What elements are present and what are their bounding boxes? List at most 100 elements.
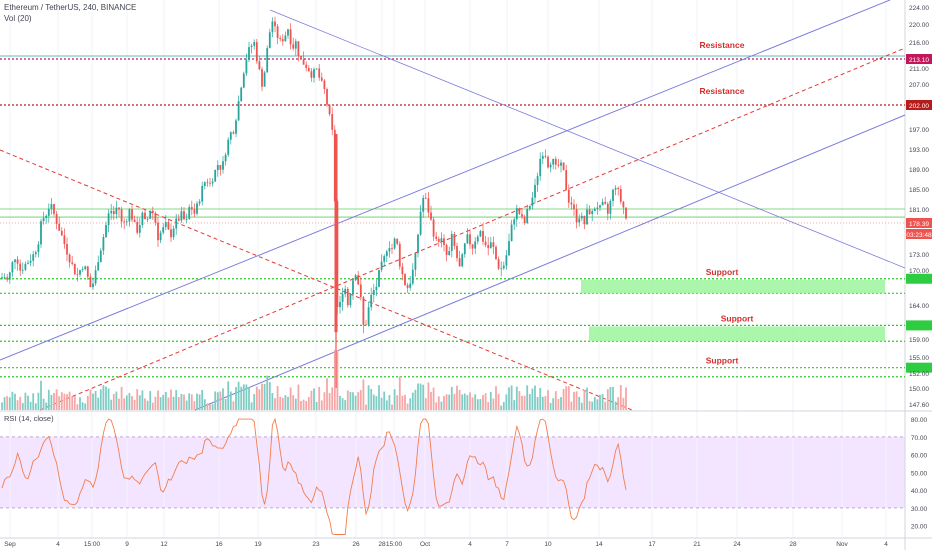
- candle-body: [240, 87, 243, 102]
- candle-body: [539, 158, 542, 177]
- volume-bar: [73, 396, 76, 410]
- candle-body: [323, 80, 326, 90]
- volume-bar: [120, 386, 123, 410]
- candle-body: [183, 211, 185, 220]
- candle-body: [625, 207, 627, 219]
- candle-body: [68, 254, 71, 263]
- resistance-label: Resistance: [700, 40, 745, 50]
- candle-body: [1, 277, 3, 279]
- candle-body: [19, 263, 22, 271]
- price-axis-tick: 216.00: [909, 40, 929, 47]
- volume-bar: [596, 399, 599, 410]
- candle-body: [175, 218, 178, 229]
- volume-bar: [209, 404, 211, 410]
- volume-bar: [203, 399, 206, 410]
- price-axis-tick: 173.00: [909, 252, 929, 259]
- candle-body: [315, 68, 318, 70]
- candle-body: [222, 161, 224, 170]
- trend-line-dashed-ascending: [39, 47, 906, 411]
- volume-bar: [196, 393, 198, 410]
- volume-bar: [450, 387, 453, 410]
- volume-bar: [320, 400, 323, 410]
- candle-body: [294, 41, 297, 49]
- candle-body: [591, 211, 594, 215]
- candle-body: [99, 250, 102, 263]
- candle-body: [552, 158, 555, 165]
- candle-body: [357, 275, 360, 285]
- resistance-axis-marker: [906, 100, 932, 110]
- candle-body: [159, 232, 162, 241]
- volume-bar: [180, 393, 183, 410]
- volume-bar: [606, 389, 609, 410]
- candle-body: [406, 285, 409, 288]
- volume-bar: [279, 396, 282, 410]
- candle-body: [456, 245, 458, 259]
- rsi-legend[interactable]: RSI (14, close): [4, 414, 54, 423]
- candle-body: [534, 184, 536, 198]
- time-axis-tick: 4: [56, 541, 60, 548]
- volume-bar: [510, 385, 513, 410]
- candle-body: [401, 266, 404, 275]
- candle-body: [495, 246, 497, 260]
- time-axis-tick: 21: [693, 541, 701, 548]
- candle-body: [510, 224, 513, 242]
- price-axis-tick: 193.00: [909, 147, 929, 154]
- candle-body: [86, 266, 89, 277]
- candle-body: [297, 41, 300, 56]
- rsi-band-fill: [0, 436, 905, 508]
- symbol-title[interactable]: Ethereum / TetherUS, 240, BINANCE: [4, 3, 137, 12]
- support-axis-marker: [906, 320, 932, 331]
- price-axis-tick: 207.00: [909, 82, 929, 89]
- candle-body: [359, 284, 362, 298]
- price-axis-tick: 220.00: [909, 22, 929, 29]
- volume-bar: [105, 386, 107, 410]
- volume-bar: [29, 401, 32, 410]
- volume-bar: [268, 382, 271, 410]
- price-axis-tick: 159.00: [909, 337, 929, 344]
- volume-bar: [175, 390, 178, 410]
- volume-bar: [528, 394, 531, 410]
- volume-bar: [362, 379, 365, 410]
- candle-body: [466, 234, 469, 244]
- volume-bar: [552, 398, 555, 410]
- candle-body: [484, 241, 487, 246]
- volume-bar: [523, 395, 526, 410]
- candle-body: [279, 38, 282, 40]
- volume-legend[interactable]: Vol (20): [4, 14, 32, 23]
- candle-body: [245, 59, 248, 74]
- candle-body: [84, 266, 87, 270]
- volume-bar: [567, 386, 570, 410]
- rsi-axis-tick: 20.00: [911, 524, 928, 531]
- volume-bar: [164, 392, 167, 410]
- volume-bar: [359, 390, 362, 410]
- candle-body: [224, 154, 227, 162]
- price-axis-tick: 150.00: [909, 386, 929, 393]
- volume-bar: [625, 387, 627, 410]
- volume-bar: [560, 397, 562, 410]
- candle-body: [123, 221, 126, 223]
- candle-body: [393, 238, 396, 249]
- candle-body: [391, 248, 393, 249]
- candle-body: [536, 176, 539, 185]
- candle-body: [430, 212, 432, 220]
- volume-bar: [253, 394, 256, 410]
- time-axis-tick: 16: [215, 541, 223, 548]
- support-zone-fill: [581, 279, 885, 294]
- volume-bar: [271, 393, 274, 410]
- candle-body: [521, 214, 523, 217]
- volume-bar: [235, 387, 237, 410]
- candle-body: [307, 67, 310, 72]
- price-axis-tick: 152.00: [909, 371, 929, 378]
- time-axis-tick: 4: [468, 541, 472, 548]
- candle-body: [284, 35, 287, 42]
- volume-bar: [448, 394, 451, 410]
- volume-bar: [289, 387, 292, 410]
- candle-body: [508, 241, 510, 256]
- volume-bar: [97, 397, 100, 410]
- volume-bar: [534, 385, 536, 410]
- volume-bar: [76, 404, 79, 410]
- candle-body: [398, 243, 401, 267]
- volume-bar: [502, 402, 505, 410]
